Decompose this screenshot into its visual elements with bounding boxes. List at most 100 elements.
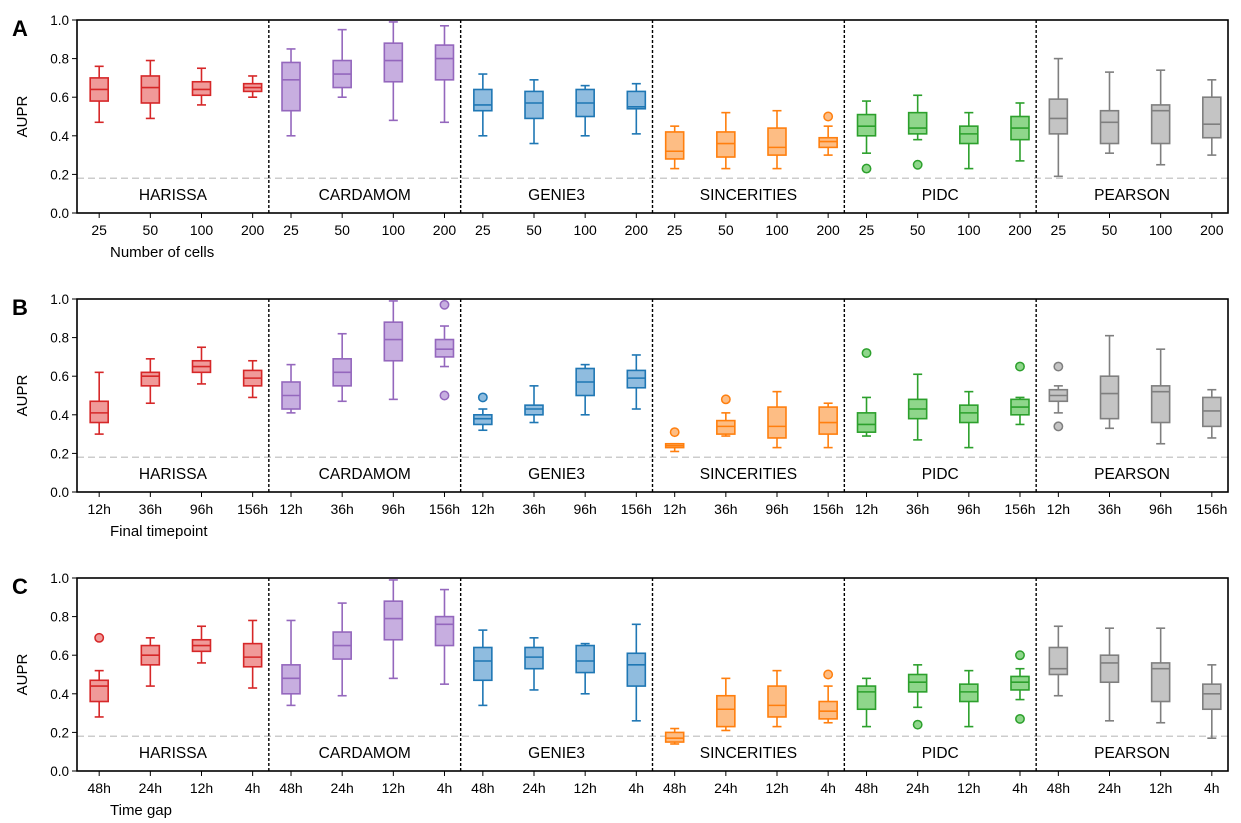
x-tick-label: 48h bbox=[1047, 780, 1070, 796]
box-harissa-12h: 12h bbox=[88, 371, 111, 517]
plot-frame bbox=[76, 577, 1229, 772]
iqr-box bbox=[856, 685, 877, 711]
method-group-pearson: PEARSON 48h 24h 12h 4h bbox=[1035, 578, 1222, 796]
x-tick-label: 24h bbox=[330, 780, 353, 796]
box-genie3-50: 50 bbox=[524, 79, 544, 238]
x-tick-label: 12h bbox=[855, 501, 878, 517]
box-sincerities-4h: 4h bbox=[818, 669, 838, 796]
iqr-box bbox=[767, 406, 787, 439]
method-group-harissa: HARISSA 25 50 100 200 bbox=[89, 59, 265, 238]
box-pearson-50: 50 bbox=[1099, 71, 1120, 238]
x-tick-label: 48h bbox=[855, 780, 878, 796]
iqr-box bbox=[1099, 375, 1120, 420]
iqr-box bbox=[140, 75, 161, 104]
iqr-box bbox=[473, 413, 493, 426]
plot-frame bbox=[76, 19, 1229, 214]
x-tick-label: 48h bbox=[279, 780, 302, 796]
box-sincerities-12h: 12h bbox=[765, 669, 789, 796]
outlier-point bbox=[912, 719, 923, 730]
y-tick-label: 0.8 bbox=[50, 610, 69, 625]
x-tick-label: 156h bbox=[237, 501, 268, 517]
outlier-point bbox=[1015, 713, 1025, 724]
box-cardamom-12h: 12h bbox=[279, 363, 303, 517]
iqr-box bbox=[434, 44, 455, 81]
outlier-point bbox=[720, 394, 731, 405]
x-tick-label: 200 bbox=[241, 222, 265, 238]
x-tick-label: 24h bbox=[522, 780, 545, 796]
iqr-box bbox=[191, 80, 212, 97]
x-tick-label: 96h bbox=[573, 501, 596, 517]
iqr-box bbox=[1202, 396, 1222, 428]
x-tick-label: 200 bbox=[1008, 222, 1032, 238]
panel-label: C bbox=[12, 574, 28, 599]
box-sincerities-48h: 48h bbox=[663, 727, 686, 796]
y-axis-label: AUPR bbox=[14, 96, 31, 138]
method-label: PIDC bbox=[922, 187, 959, 204]
x-tick-label: 4h bbox=[245, 780, 261, 796]
iqr-box bbox=[473, 646, 493, 682]
box-sincerities-200: 200 bbox=[816, 111, 840, 238]
iqr-box bbox=[716, 419, 736, 435]
x-tick-label: 12h bbox=[573, 780, 596, 796]
box-pidc-36h: 36h bbox=[906, 373, 929, 517]
outlier-point bbox=[823, 111, 834, 122]
outlier-point bbox=[861, 163, 872, 174]
outlier-point bbox=[861, 348, 872, 358]
method-group-genie3: GENIE3 25 50 100 200 bbox=[459, 20, 648, 238]
x-tick-label: 96h bbox=[765, 501, 788, 517]
iqr-box bbox=[1099, 654, 1120, 684]
x-tick-label: 25 bbox=[91, 222, 107, 238]
method-group-pearson: PEARSON 12h 36h 96h 156h bbox=[1035, 299, 1227, 517]
x-tick-label: 12h bbox=[1149, 780, 1172, 796]
y-tick-label: 0.6 bbox=[50, 369, 69, 384]
iqr-box bbox=[1150, 385, 1171, 424]
box-genie3-24h: 24h bbox=[522, 637, 546, 796]
box-sincerities-36h: 36h bbox=[714, 394, 738, 517]
box-pearson-4h: 4h bbox=[1202, 664, 1222, 796]
method-group-harissa: HARISSA 48h 24h 12h 4h bbox=[88, 619, 263, 796]
box-pidc-12h: 12h bbox=[855, 348, 878, 517]
outlier-point bbox=[1015, 650, 1025, 661]
box-cardamom-100: 100 bbox=[382, 21, 405, 238]
x-tick-label: 25 bbox=[283, 222, 299, 238]
iqr-box bbox=[716, 131, 736, 158]
x-tick-label: 25 bbox=[475, 222, 491, 238]
y-tick-label: 1.0 bbox=[50, 13, 69, 28]
x-tick-label: 25 bbox=[667, 222, 683, 238]
outlier-point bbox=[912, 159, 923, 170]
plot-frame bbox=[76, 298, 1229, 493]
iqr-box bbox=[1202, 683, 1222, 711]
x-tick-label: 100 bbox=[957, 222, 981, 238]
box-harissa-50: 50 bbox=[140, 59, 161, 238]
iqr-box bbox=[818, 700, 838, 720]
method-label: PEARSON bbox=[1094, 466, 1170, 483]
x-tick-label: 48h bbox=[663, 780, 686, 796]
box-genie3-100: 100 bbox=[573, 84, 597, 238]
box-genie3-156h: 156h bbox=[621, 354, 652, 517]
method-label: GENIE3 bbox=[528, 466, 585, 483]
method-label: PIDC bbox=[922, 745, 959, 762]
method-group-harissa: HARISSA 12h 36h 96h 156h bbox=[88, 346, 268, 517]
x-tick-label: 100 bbox=[1149, 222, 1173, 238]
x-tick-label: 96h bbox=[1149, 501, 1172, 517]
y-tick-label: 0.0 bbox=[50, 485, 69, 500]
iqr-box bbox=[767, 685, 787, 718]
x-tick-label: 12h bbox=[1047, 501, 1070, 517]
box-pidc-100: 100 bbox=[957, 111, 981, 238]
method-group-cardamom: CARDAMOM 48h 24h 12h 4h bbox=[268, 578, 455, 796]
iqr-box bbox=[383, 321, 404, 362]
x-tick-label: 100 bbox=[190, 222, 214, 238]
iqr-box bbox=[907, 111, 928, 135]
iqr-box bbox=[140, 371, 161, 387]
x-tick-label: 100 bbox=[573, 222, 597, 238]
x-tick-label: 200 bbox=[816, 222, 840, 238]
box-pearson-48h: 48h bbox=[1047, 625, 1070, 796]
x-tick-label: 50 bbox=[910, 222, 926, 238]
x-tick-label: 24h bbox=[139, 780, 162, 796]
iqr-box bbox=[281, 61, 301, 112]
y-tick-label: 0.8 bbox=[50, 52, 69, 67]
panel-label: B bbox=[12, 295, 28, 320]
y-tick-label: 0.2 bbox=[50, 446, 69, 461]
panel-c: C AUPR 0.0 0.2 0.4 0.6 0.8 1.0 HARISSA 48h 24h 12h 4… bbox=[12, 571, 1229, 819]
box-genie3-36h: 36h bbox=[522, 385, 546, 517]
